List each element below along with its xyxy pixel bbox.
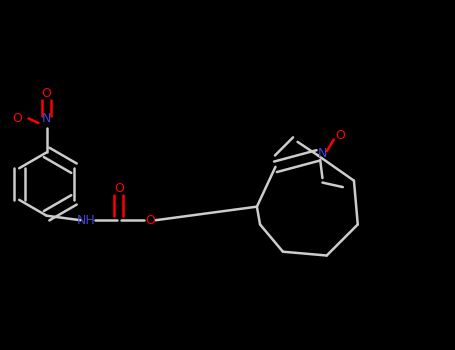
Text: O: O: [42, 87, 51, 100]
Text: O: O: [145, 214, 155, 227]
Text: O: O: [336, 128, 345, 142]
Text: O: O: [114, 182, 124, 195]
Text: O: O: [12, 112, 22, 125]
Text: N: N: [318, 147, 327, 160]
Text: N: N: [42, 112, 51, 125]
Text: NH: NH: [77, 214, 96, 227]
